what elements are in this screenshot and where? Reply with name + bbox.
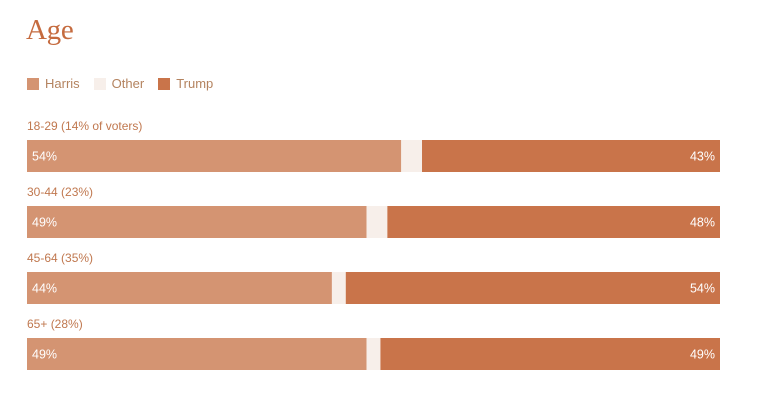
bar-trump <box>380 338 720 370</box>
bar-label-trump: 49% <box>690 348 715 362</box>
bar-label-trump: 43% <box>690 150 715 164</box>
legend-label-other: Other <box>111 76 145 91</box>
bar-harris <box>27 206 367 238</box>
bar-trump <box>422 140 720 172</box>
bar-label-trump: 54% <box>690 282 715 296</box>
bar-label-harris: 49% <box>32 216 57 230</box>
bar-label-harris: 49% <box>32 348 57 362</box>
bar-group-3: 65+ (28%) 49% 49% <box>27 317 720 370</box>
legend-item-other: Other <box>93 76 145 91</box>
bar-harris <box>27 338 367 370</box>
category-label: 45-64 (35%) <box>27 251 93 265</box>
stacked-bar-chart: 18-29 (14% of voters) 54% 43% 30-44 (23%) 49… <box>27 119 720 370</box>
legend-label-trump: Trump <box>176 76 214 91</box>
bar-harris <box>27 140 402 172</box>
bar-harris <box>27 272 332 304</box>
chart-title: Age <box>26 14 74 46</box>
category-label: 18-29 (14% of voters) <box>27 119 142 133</box>
bar-other <box>331 272 346 304</box>
legend-swatch-other <box>93 77 106 90</box>
legend-swatch-trump <box>158 77 171 90</box>
bar-trump <box>387 206 720 238</box>
legend-swatch-harris <box>27 77 39 90</box>
bar-other <box>366 338 381 370</box>
category-label: 30-44 (23%) <box>27 185 93 199</box>
bar-group-0: 18-29 (14% of voters) 54% 43% <box>27 119 720 172</box>
category-label: 65+ (28%) <box>27 317 83 331</box>
bar-trump <box>345 272 720 304</box>
legend-item-trump: Trump <box>158 76 213 91</box>
bar-label-trump: 48% <box>690 216 715 230</box>
legend-item-harris: Harris <box>27 76 80 91</box>
bar-label-harris: 44% <box>32 282 57 296</box>
bar-other <box>401 140 423 172</box>
bar-label-harris: 54% <box>32 150 57 164</box>
legend-label-harris: Harris <box>45 76 80 91</box>
bar-group-2: 45-64 (35%) 44% 54% <box>27 251 720 304</box>
bar-group-1: 30-44 (23%) 49% 48% <box>27 185 720 238</box>
legend: Harris Other Trump <box>27 76 227 91</box>
bar-other <box>366 206 388 238</box>
